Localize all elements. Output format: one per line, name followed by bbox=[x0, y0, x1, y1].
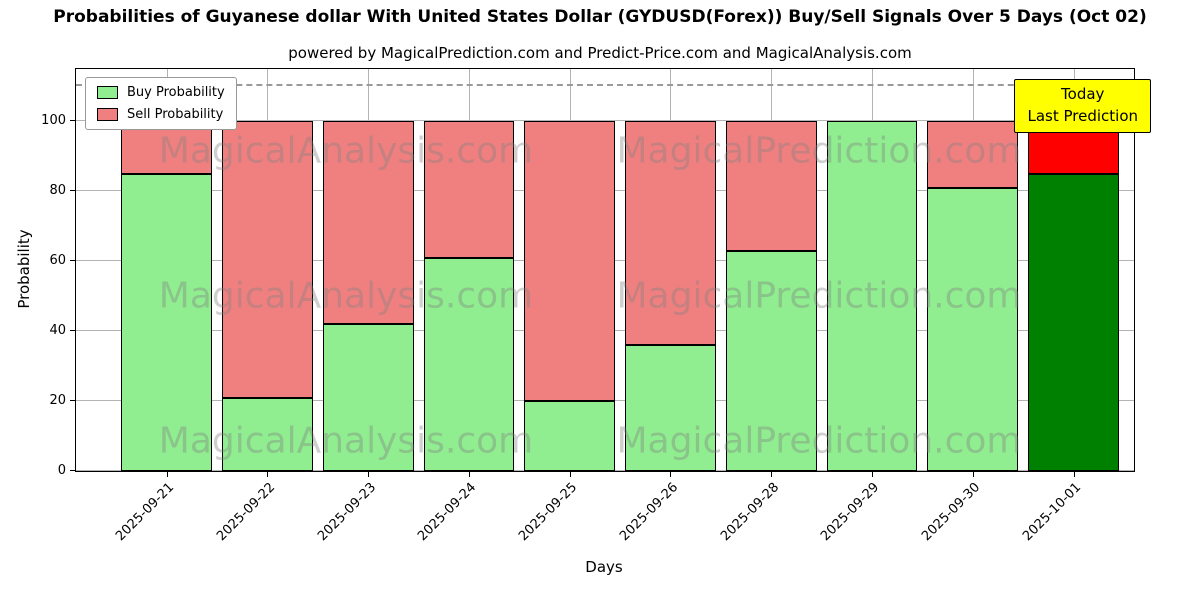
today-annotation: Today Last Prediction bbox=[1014, 79, 1151, 133]
x-tick-label: 2025-09-24 bbox=[415, 480, 480, 545]
bar-buy-2025-09-25 bbox=[524, 401, 616, 471]
chart-title: Probabilities of Guyanese dollar With Un… bbox=[53, 7, 1147, 27]
bar-sell-2025-09-30 bbox=[927, 121, 1019, 188]
x-tick-label: 2025-10-01 bbox=[1020, 480, 1085, 545]
y-tick-mark bbox=[70, 400, 76, 402]
legend-label-sell: Sell Probability bbox=[127, 107, 224, 122]
x-tick-label: 2025-09-29 bbox=[818, 480, 883, 545]
watermark-prediction: MagicalPrediction.com bbox=[616, 420, 1022, 462]
x-tick-mark bbox=[1073, 471, 1075, 477]
today-annotation-line1: Today bbox=[1061, 85, 1105, 103]
x-tick-mark bbox=[468, 471, 470, 477]
x-tick-mark bbox=[670, 471, 672, 477]
bar-sell-2025-09-21 bbox=[121, 121, 212, 174]
today-annotation-line2: Last Prediction bbox=[1027, 106, 1138, 125]
bar-buy-2025-09-21 bbox=[121, 173, 212, 471]
bar-buy-2025-09-29 bbox=[826, 121, 918, 471]
y-tick-mark bbox=[70, 120, 76, 122]
bar-buy-2025-09-30 bbox=[927, 187, 1019, 471]
dashed-threshold-line bbox=[76, 84, 1134, 87]
x-tick-mark bbox=[771, 471, 773, 477]
y-tick-label: 100 bbox=[41, 113, 66, 129]
bar-sell-2025-09-24 bbox=[423, 121, 515, 258]
x-tick-label: 2025-09-26 bbox=[617, 480, 682, 545]
y-tick-label: 80 bbox=[49, 183, 66, 199]
legend-item-sell: Sell Probability bbox=[97, 107, 225, 122]
bar-sell-2025-09-26 bbox=[625, 121, 716, 346]
x-tick-label: 2025-09-25 bbox=[516, 480, 581, 545]
x-tick-mark bbox=[267, 471, 269, 477]
bar-buy-2025-09-28 bbox=[725, 250, 817, 471]
legend-label-buy: Buy Probability bbox=[127, 85, 225, 100]
watermark-analysis: MagicalAnalysis.com bbox=[158, 420, 534, 462]
y-tick-mark bbox=[70, 190, 76, 192]
bar-buy-2025-09-23 bbox=[322, 324, 414, 471]
watermark-analysis: MagicalAnalysis.com bbox=[158, 275, 534, 317]
y-tick-mark bbox=[70, 330, 76, 332]
bar-sell-2025-09-23 bbox=[322, 121, 414, 325]
x-axis-title: Days bbox=[585, 558, 623, 576]
x-tick-mark bbox=[872, 471, 874, 477]
y-tick-label: 40 bbox=[49, 323, 66, 339]
legend: Buy Probability Sell Probability bbox=[85, 77, 237, 130]
x-tick-mark bbox=[972, 471, 974, 477]
bar-sell-2025-09-25 bbox=[524, 121, 616, 402]
y-tick-label: 0 bbox=[57, 463, 66, 478]
x-tick-label: 2025-09-21 bbox=[113, 480, 178, 545]
bar-buy-2025-09-26 bbox=[625, 345, 716, 471]
plot-area: Buy Probability Sell Probability Today L… bbox=[41, 68, 1151, 544]
x-tick-mark bbox=[166, 471, 168, 477]
y-gridline bbox=[76, 120, 1134, 122]
bar-buy-2025-09-22 bbox=[222, 397, 313, 471]
x-tick-label: 2025-09-30 bbox=[919, 480, 984, 545]
bar-buy-2025-10-01 bbox=[1028, 173, 1119, 471]
y-tick-label: 60 bbox=[49, 253, 66, 269]
y-tick-label: 20 bbox=[49, 393, 66, 409]
watermark-analysis: MagicalAnalysis.com bbox=[158, 130, 534, 172]
x-tick-label: 2025-09-22 bbox=[214, 480, 279, 545]
watermark-prediction: MagicalPrediction.com bbox=[616, 130, 1022, 172]
y-tick-mark bbox=[70, 470, 76, 471]
bar-sell-2025-09-22 bbox=[222, 121, 313, 398]
bar-sell-2025-09-28 bbox=[725, 121, 817, 251]
x-tick-mark bbox=[368, 471, 370, 477]
buy-probability-swatch bbox=[97, 86, 118, 99]
chart-subtitle: powered by MagicalPrediction.com and Pre… bbox=[288, 44, 912, 62]
y-tick-mark bbox=[70, 260, 76, 262]
watermark-prediction: MagicalPrediction.com bbox=[616, 275, 1022, 317]
x-tick-label: 2025-09-23 bbox=[314, 480, 379, 545]
y-axis-title: Probability bbox=[15, 229, 33, 309]
x-tick-mark bbox=[569, 471, 571, 477]
sell-probability-swatch bbox=[97, 108, 118, 121]
x-tick-label: 2025-09-28 bbox=[717, 480, 782, 545]
bar-buy-2025-09-24 bbox=[423, 257, 515, 471]
legend-item-buy: Buy Probability bbox=[97, 85, 225, 100]
